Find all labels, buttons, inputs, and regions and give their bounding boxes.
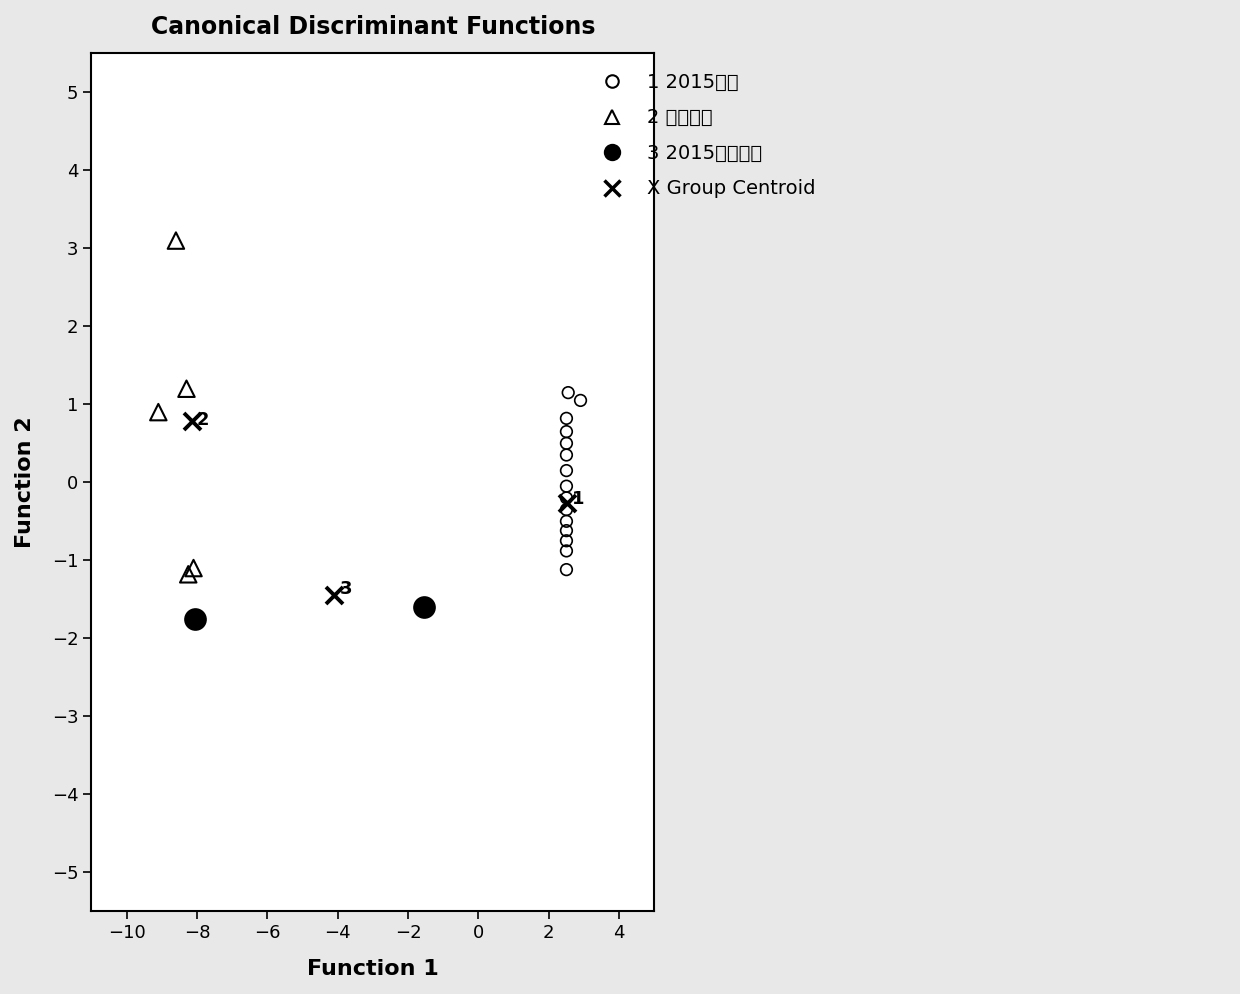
- Point: [325, 587, 345, 603]
- Point: [557, 543, 577, 559]
- Point: [166, 233, 186, 248]
- Y-axis label: Function 2: Function 2: [15, 416, 35, 548]
- Point: [149, 405, 169, 420]
- Point: [570, 393, 590, 409]
- Point: [557, 533, 577, 549]
- Point: [557, 502, 577, 518]
- Point: [557, 423, 577, 439]
- Point: [557, 495, 577, 511]
- Point: [184, 560, 203, 576]
- Point: [557, 411, 577, 426]
- Point: [558, 385, 578, 401]
- Point: [557, 478, 577, 494]
- Point: [557, 447, 577, 463]
- Point: [414, 599, 434, 615]
- Text: 3: 3: [340, 580, 352, 598]
- Point: [557, 462, 577, 478]
- Point: [557, 490, 577, 506]
- Point: [557, 523, 577, 539]
- Point: [557, 562, 577, 578]
- Point: [557, 513, 577, 529]
- Title: Canonical Discriminant Functions: Canonical Discriminant Functions: [151, 15, 595, 39]
- Point: [179, 567, 198, 582]
- X-axis label: Function 1: Function 1: [308, 959, 439, 979]
- Text: 2: 2: [197, 411, 210, 429]
- Point: [176, 381, 196, 397]
- Point: [182, 414, 202, 429]
- Point: [557, 435, 577, 451]
- Legend: 1 2015崇明, 2 人工养殖, 3 2015常熟个体, X Group Centroid: 1 2015崇明, 2 人工养殖, 3 2015常熟个体, X Group Ce…: [583, 64, 825, 208]
- Text: 1: 1: [573, 490, 585, 509]
- Point: [185, 610, 205, 626]
